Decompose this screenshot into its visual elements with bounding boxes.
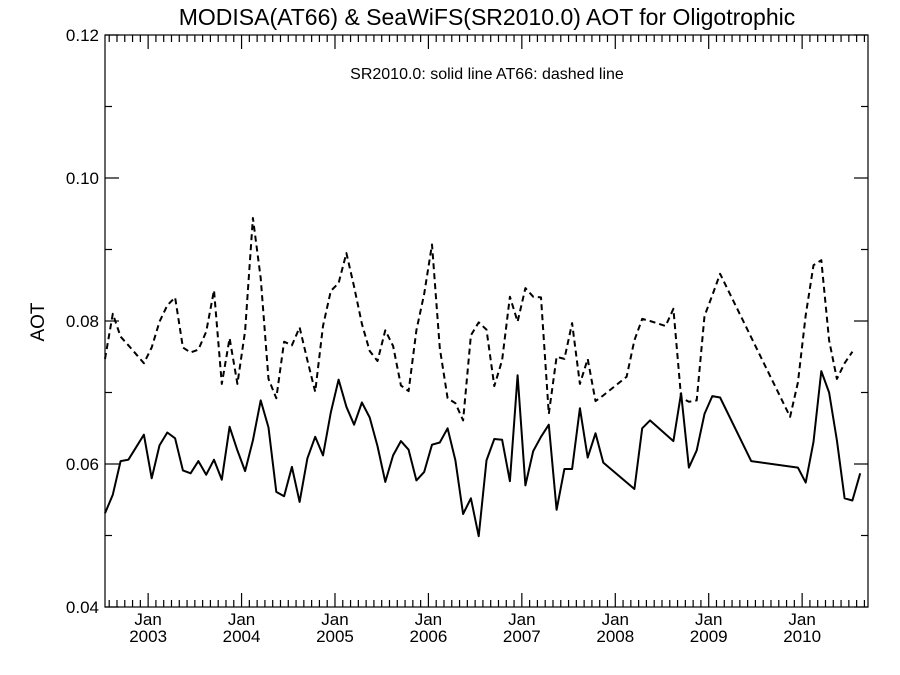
x-tick-label-month: Jan (602, 610, 629, 629)
axes: 0.040.060.080.100.12Jan2003Jan2004Jan200… (66, 26, 868, 646)
chart-title: MODISA(AT66) & SeaWiFS(SR2010.0) AOT for… (179, 4, 796, 30)
legend-annotation: SR2010.0: solid line AT66: dashed line (350, 66, 624, 83)
x-tick-label-year: 2005 (316, 627, 354, 646)
x-tick-label-month: Jan (134, 610, 161, 629)
x-tick-label-month: Jan (415, 610, 442, 629)
x-tick-label-month: Jan (228, 610, 255, 629)
y-tick-label: 0.12 (66, 26, 99, 45)
x-tick-label-year: 2009 (690, 627, 728, 646)
x-tick-label-month: Jan (695, 610, 722, 629)
x-tick-label-month: Jan (508, 610, 535, 629)
x-tick-label-year: 2010 (783, 627, 821, 646)
y-tick-label: 0.08 (66, 312, 99, 331)
x-tick-label-year: 2007 (503, 627, 541, 646)
y-tick-label: 0.04 (66, 598, 99, 617)
y-axis-label: AOT (28, 302, 49, 341)
y-tick-label: 0.10 (66, 169, 99, 188)
x-tick-label-year: 2008 (596, 627, 634, 646)
series-layer (104, 217, 862, 538)
x-tick-label-year: 2003 (129, 627, 167, 646)
x-tick-label-year: 2004 (223, 627, 261, 646)
series-line-at66 (104, 217, 854, 422)
y-tick-label: 0.06 (66, 455, 99, 474)
plot-frame (104, 34, 869, 608)
x-tick-label-year: 2006 (410, 627, 448, 646)
x-tick-label-month: Jan (788, 610, 815, 629)
series-line-sr2010-0 (104, 370, 862, 538)
x-tick-label-month: Jan (321, 610, 348, 629)
